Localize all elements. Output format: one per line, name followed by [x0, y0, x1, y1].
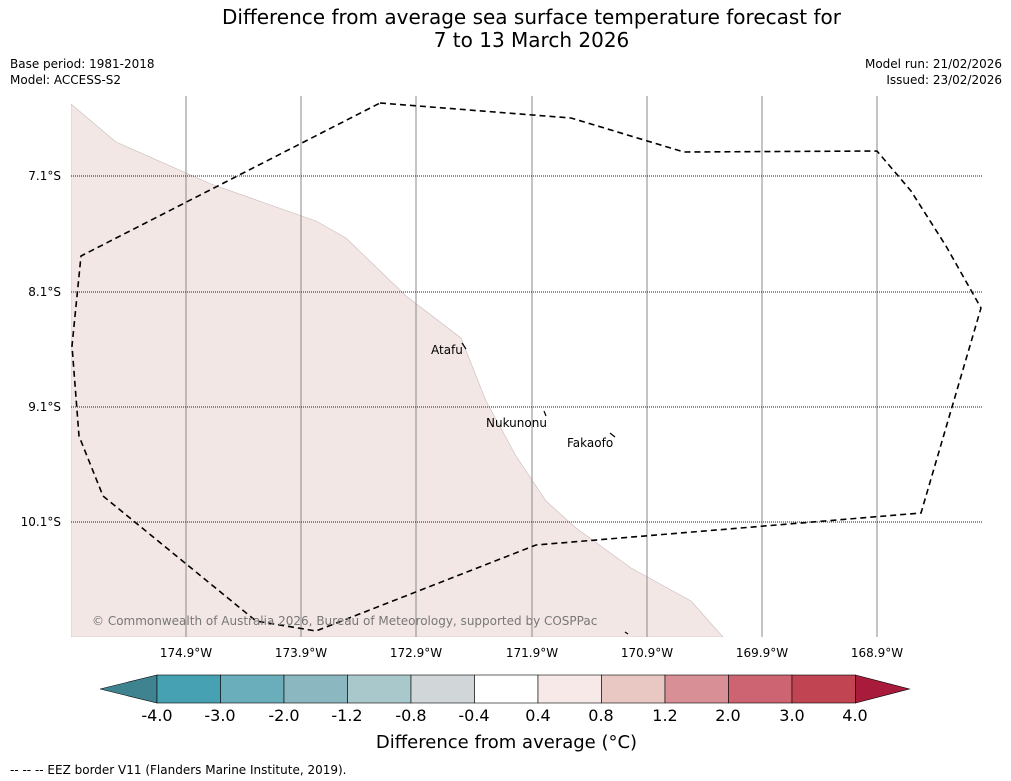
base-period: Base period: 1981-2018	[10, 57, 155, 71]
sst-anomaly-fill	[71, 103, 724, 637]
tick-label: -0.8	[395, 706, 427, 725]
tick-label: -0.4	[458, 706, 490, 725]
colorbar-segment	[474, 674, 539, 704]
tick-label: -2.0	[268, 706, 300, 725]
colorbar-segment	[728, 674, 793, 704]
issued-date: Issued: 23/02/2026	[886, 73, 1002, 87]
map-title: Difference from average sea surface temp…	[0, 6, 1011, 52]
lon-label-1: 174.9°W	[159, 646, 213, 660]
colorbar-segment	[537, 674, 602, 704]
lon-label-4: 171.9°W	[505, 646, 559, 660]
map-panel	[71, 96, 982, 637]
eez-legend: -- -- -- EEZ border V11 (Flanders Marine…	[10, 763, 347, 777]
meta-left: Base period: 1981-2018 Model: ACCESS-S2	[10, 56, 155, 88]
title-line-2: 7 to 13 March 2026	[433, 28, 630, 52]
lat-label-2: 8.1°S	[28, 285, 61, 299]
tick-label: -4.0	[141, 706, 173, 725]
colorbar-extend-high	[855, 674, 911, 704]
colorbar	[100, 674, 911, 704]
tick-label: 3.0	[779, 706, 805, 725]
colorbar-extend-low	[100, 674, 158, 704]
colorbar-segment	[283, 674, 348, 704]
lon-label-3: 172.9°W	[389, 646, 443, 660]
meridian-lines	[185, 96, 878, 637]
colorbar-label: Difference from average (°C)	[375, 732, 638, 753]
tick-label: 0.8	[588, 706, 614, 725]
eez-border	[71, 102, 982, 632]
tick-label: 1.2	[652, 706, 678, 725]
colorbar-segment	[156, 674, 221, 704]
colorbar-segment	[601, 674, 666, 704]
swains-reef-mark	[624, 631, 629, 635]
title-line-1: Difference from average sea surface temp…	[221, 5, 841, 29]
colorbar-segments	[100, 674, 911, 704]
place-label-atafu: Atafu	[431, 343, 463, 357]
tick-label: -1.2	[331, 706, 363, 725]
lat-label-3: 9.1°S	[28, 400, 61, 414]
lat-label-1: 7.1°S	[28, 169, 61, 183]
colorbar-segment	[347, 674, 412, 704]
lon-label-7: 168.9°W	[850, 646, 904, 660]
model-run: Model run: 21/02/2026	[864, 57, 1002, 71]
lon-label-6: 169.9°W	[735, 646, 789, 660]
colorbar-segment	[791, 674, 856, 704]
colorbar-segment	[664, 674, 729, 704]
fakaofo-island	[609, 432, 616, 438]
tick-label: -3.0	[204, 706, 236, 725]
atafu-island	[461, 342, 467, 350]
copyright-notice: © Commonwealth of Australia 2026, Bureau…	[92, 614, 598, 628]
map-svg	[71, 96, 982, 637]
place-label-nukunonu: Nukunonu	[486, 416, 547, 430]
colorbar-segment	[220, 674, 285, 704]
island-outlines	[461, 342, 629, 635]
place-label-fakaofo: Fakaofo	[567, 436, 614, 450]
colorbar-segment	[410, 674, 475, 704]
tick-label: 2.0	[715, 706, 741, 725]
nukunonu-island	[543, 410, 547, 417]
meta-right: Model run: 21/02/2026 Issued: 23/02/2026	[865, 56, 1002, 88]
tick-label: 0.4	[525, 706, 551, 725]
lon-label-5: 170.9°W	[620, 646, 674, 660]
lat-label-4: 10.1°S	[20, 515, 61, 529]
tick-label: 4.0	[842, 706, 868, 725]
model-name: Model: ACCESS-S2	[10, 73, 122, 87]
lon-label-2: 173.9°W	[274, 646, 328, 660]
